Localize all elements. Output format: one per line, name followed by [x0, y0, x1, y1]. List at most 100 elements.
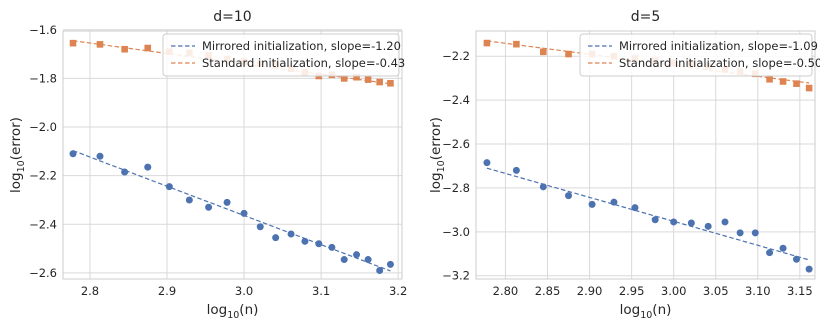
y-axis-label: log10(error)	[8, 117, 27, 193]
plot-frame	[475, 30, 816, 280]
legend-label: Standard initialization, slope=-0.43	[202, 56, 405, 70]
y-axis-label-sub: 10	[16, 160, 27, 172]
chart-title: d=10	[213, 9, 251, 25]
data-point	[751, 229, 759, 237]
fit-line	[72, 150, 391, 272]
data-point	[704, 222, 712, 230]
x-tick-label: 3.10	[745, 284, 771, 298]
x-axis-label-tail: (n)	[239, 302, 258, 318]
y-tick-label: −2.2	[442, 49, 470, 63]
y-axis-label-main: log	[8, 172, 24, 193]
x-axis-label-main: log	[207, 302, 228, 318]
x-tick-label: 2.9	[158, 284, 176, 298]
data-point	[793, 80, 800, 87]
data-point	[512, 166, 520, 174]
y-tick-label: −3.0	[442, 225, 470, 239]
data-point	[670, 218, 678, 226]
x-tick-label: 2.90	[577, 284, 603, 298]
data-point	[766, 249, 774, 257]
data-point	[387, 79, 394, 87]
y-tick-label: −2.6	[442, 137, 470, 151]
data-point	[353, 73, 360, 81]
data-point	[483, 39, 491, 47]
data-point	[256, 223, 264, 231]
x-tick-label: 3.05	[703, 284, 729, 298]
legend-label: Mirrored initialization, slope=-1.20	[202, 39, 401, 53]
data-point	[340, 256, 348, 264]
x-axis-label-tail: (n)	[652, 302, 671, 318]
data-point	[766, 75, 773, 83]
x-tick-label: 3.15	[787, 284, 813, 298]
data-point	[287, 230, 295, 238]
data-point	[121, 45, 128, 53]
data-point	[69, 150, 77, 158]
data-point	[315, 240, 323, 248]
data-point	[483, 159, 491, 167]
data-point	[185, 196, 193, 204]
y-axis-label-tail: (error)	[428, 117, 444, 160]
x-tick-label: 2.8	[81, 284, 99, 298]
legend-box	[162, 33, 400, 77]
data-point	[376, 78, 383, 86]
y-axis-label-main: log	[428, 172, 444, 193]
y-axis-label-tail: (error)	[8, 117, 24, 160]
x-tick-label: 2.95	[619, 284, 645, 298]
x-axis-label: log10(n)	[207, 302, 259, 321]
y-tick-label: −2.4	[29, 217, 57, 231]
data-point	[539, 183, 547, 191]
legend: Mirrored initialization, slope=-1.09 Stan…	[579, 33, 820, 77]
y-tick-label: −1.6	[29, 23, 57, 37]
data-point	[121, 168, 129, 176]
data-point	[721, 218, 729, 226]
data-point	[610, 198, 618, 206]
data-point	[513, 40, 520, 48]
x-axis-label: log10(n)	[620, 302, 672, 321]
legend: Mirrored initialization, slope=-1.20 Stan…	[162, 33, 405, 77]
data-point	[687, 219, 695, 227]
y-tick-label: −3.2	[442, 269, 470, 283]
x-axis-label-sub: 10	[640, 310, 652, 321]
plot-frame	[62, 30, 403, 280]
series-mirrored	[69, 150, 394, 274]
data-point	[340, 75, 348, 82]
data-point	[301, 237, 309, 245]
data-point	[240, 209, 248, 217]
y-tick-label: −2.4	[442, 93, 470, 107]
x-tick-label: 3.0	[235, 284, 253, 298]
data-point	[651, 216, 659, 224]
data-point	[272, 234, 280, 242]
chart-title: d=5	[631, 9, 661, 25]
y-tick-label: −2.8	[442, 181, 470, 195]
data-point	[223, 198, 231, 206]
data-point	[805, 84, 813, 92]
data-point	[631, 204, 639, 212]
data-point	[96, 152, 104, 160]
legend-label: Standard initialization, slope=-0.50	[619, 56, 820, 70]
data-point	[565, 50, 572, 58]
data-point	[165, 183, 173, 191]
x-axis-label-sub: 10	[227, 310, 239, 321]
x-axis-label-main: log	[620, 302, 641, 318]
data-point	[588, 200, 596, 208]
x-tick-label: 2.80	[493, 284, 519, 298]
y-tick-label: −2.2	[29, 169, 57, 183]
x-tick-label: 2.85	[535, 284, 561, 298]
data-point	[364, 76, 372, 83]
data-point	[205, 203, 213, 211]
y-axis-label: log10(error)	[428, 117, 447, 193]
x-tick-label: 3.2	[389, 284, 407, 298]
data-point	[779, 244, 787, 252]
series-mirrored	[483, 159, 813, 273]
data-point	[539, 48, 547, 56]
x-tick-label: 3.00	[661, 284, 687, 298]
data-point	[144, 44, 152, 52]
data-point	[69, 39, 77, 47]
data-point	[364, 256, 372, 264]
data-point	[96, 41, 104, 48]
x-tick-label: 3.1	[312, 284, 330, 298]
data-point	[805, 265, 813, 273]
data-point	[376, 266, 384, 274]
y-tick-label: −2.0	[29, 120, 57, 134]
data-point	[736, 229, 744, 237]
